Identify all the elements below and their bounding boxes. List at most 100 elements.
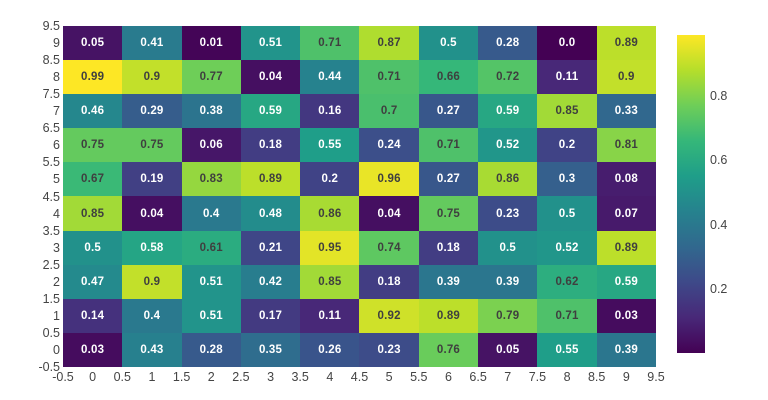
y-tick-label: -0.5 bbox=[38, 360, 60, 374]
y-tick-label: 7.5 bbox=[42, 87, 60, 102]
heatmap-cell: 0.75 bbox=[122, 128, 182, 163]
cell-value-label: 0.74 bbox=[377, 241, 401, 254]
heatmap-cell: 0.21 bbox=[240, 230, 301, 265]
heatmap-cell: 0.59 bbox=[240, 94, 301, 129]
heatmap-cell: 0.5 bbox=[478, 230, 538, 265]
x-tick-label: 0 bbox=[89, 370, 97, 384]
heatmap-cell: 0.07 bbox=[596, 196, 656, 231]
cell-value-label: 0.39 bbox=[496, 275, 520, 288]
cell-value-label: 0.9 bbox=[143, 71, 161, 84]
heatmap-cell: 0.46 bbox=[63, 94, 123, 129]
cell-value-label: 0.58 bbox=[140, 241, 164, 254]
y-tick-label: 6.5 bbox=[42, 121, 60, 136]
heatmap-cell: 0.27 bbox=[418, 162, 479, 197]
heatmap-cell: 0.14 bbox=[63, 298, 123, 333]
y-tick-label: 4 bbox=[53, 206, 60, 221]
cell-value-label: 0.85 bbox=[555, 105, 579, 118]
heatmap-cell: 0.85 bbox=[63, 196, 123, 231]
cell-value-label: 0.18 bbox=[377, 275, 401, 288]
cell-value-label: 0.59 bbox=[496, 105, 520, 118]
heatmap-cell: 0.03 bbox=[63, 332, 123, 367]
cell-value-label: 0.55 bbox=[555, 343, 579, 356]
cell-value-label: 0.71 bbox=[377, 71, 401, 84]
x-tick-label: 1 bbox=[148, 370, 156, 384]
colorbar bbox=[677, 35, 705, 353]
cell-value-label: 0.92 bbox=[377, 309, 401, 322]
heatmap-cell: 0.52 bbox=[537, 230, 597, 265]
heatmap-cell: 0.11 bbox=[537, 60, 597, 95]
x-tick-label: 3.5 bbox=[291, 370, 309, 384]
cell-value-label: 0.79 bbox=[496, 309, 520, 322]
y-tick-label: 5.5 bbox=[42, 155, 60, 170]
heatmap-cell: 0.33 bbox=[596, 94, 656, 129]
heatmap-cell: 0.44 bbox=[300, 60, 360, 95]
heatmap-cell: 0.51 bbox=[240, 26, 301, 61]
heatmap-cell: 0.5 bbox=[418, 26, 479, 61]
cell-value-label: 0.26 bbox=[318, 343, 342, 356]
heatmap-cell: 0.81 bbox=[596, 128, 656, 163]
cell-value-label: 0.18 bbox=[436, 241, 461, 254]
y-tick-label: 8 bbox=[53, 70, 60, 85]
x-tick-label: 7 bbox=[504, 370, 512, 384]
cell-value-label: 0.96 bbox=[377, 173, 401, 186]
x-tick-label: 0.5 bbox=[113, 370, 131, 384]
heatmap-cell: 0.47 bbox=[63, 264, 123, 299]
cell-value-label: 0.77 bbox=[199, 71, 223, 84]
cell-value-label: 0.23 bbox=[496, 207, 520, 220]
heatmap-cell: 0.03 bbox=[596, 298, 656, 333]
heatmap-cell: 0.58 bbox=[122, 230, 182, 265]
cell-value-label: 0.2 bbox=[558, 139, 576, 152]
heatmap-cell: 0.71 bbox=[537, 298, 597, 333]
x-tick-label: -0.5 bbox=[52, 370, 74, 384]
cell-value-label: 0.81 bbox=[614, 139, 638, 152]
cell-value-label: 0.76 bbox=[436, 343, 461, 356]
heatmap-cell: 0.39 bbox=[418, 264, 479, 299]
cell-value-label: 0.44 bbox=[318, 71, 342, 84]
cell-value-label: 0.5 bbox=[499, 241, 517, 254]
heatmap-cell: 0.04 bbox=[240, 60, 301, 95]
y-tick-label: 1.5 bbox=[42, 291, 60, 306]
cell-value-label: 0.85 bbox=[318, 275, 342, 288]
cell-value-label: 0.67 bbox=[81, 173, 105, 186]
heatmap-grid: 0.05 0.41 0.01 0.51 0.71 0.87 0.5 0.28 0.0 0.89 0.… bbox=[63, 26, 656, 367]
heatmap-cell: 0.79 bbox=[478, 298, 538, 333]
heatmap-cell: 0.26 bbox=[300, 332, 360, 367]
heatmap-cell: 0.16 bbox=[300, 94, 360, 129]
cell-value-label: 0.9 bbox=[143, 275, 161, 288]
cell-value-label: 0.05 bbox=[496, 343, 520, 356]
x-tick-label: 2.5 bbox=[232, 370, 250, 384]
heatmap-cell: 0.87 bbox=[359, 26, 419, 61]
cell-value-label: 0.35 bbox=[258, 343, 283, 356]
y-tick-label: 4.5 bbox=[42, 189, 60, 204]
heatmap-cell: 0.89 bbox=[596, 26, 656, 61]
cell-value-label: 0.99 bbox=[81, 71, 105, 84]
heatmap-cell: 0.28 bbox=[478, 26, 538, 61]
cell-value-label: 0.75 bbox=[81, 139, 105, 152]
y-tick-label: 3.5 bbox=[42, 223, 60, 238]
cell-value-label: 0.51 bbox=[199, 309, 223, 322]
heatmap-cell: 0.5 bbox=[537, 196, 597, 231]
x-tick-label: 2 bbox=[207, 370, 215, 384]
heatmap-cell: 0.55 bbox=[537, 332, 597, 367]
cell-value-label: 0.0 bbox=[558, 37, 576, 50]
heatmap-cell: 0.71 bbox=[418, 128, 479, 163]
cell-value-label: 0.71 bbox=[555, 309, 579, 322]
cell-value-label: 0.27 bbox=[436, 173, 461, 186]
heatmap-cell: 0.05 bbox=[478, 332, 538, 367]
heatmap-cell: 0.62 bbox=[537, 264, 597, 299]
cell-value-label: 0.39 bbox=[436, 275, 461, 288]
heatmap-cell: 0.42 bbox=[240, 264, 301, 299]
x-tick-label: 4.5 bbox=[350, 370, 369, 384]
heatmap-cell: 0.06 bbox=[181, 128, 241, 163]
heatmap-cell: 0.48 bbox=[240, 196, 301, 231]
cell-value-label: 0.86 bbox=[496, 173, 520, 186]
cell-value-label: 0.75 bbox=[140, 139, 164, 152]
cell-value-label: 0.89 bbox=[258, 173, 283, 186]
x-tick-label: 9.5 bbox=[647, 370, 665, 384]
cell-value-label: 0.28 bbox=[199, 343, 223, 356]
heatmap-cell: 0.27 bbox=[418, 94, 479, 129]
cell-value-label: 0.03 bbox=[81, 343, 105, 356]
cell-value-label: 0.66 bbox=[436, 71, 461, 84]
y-tick-label: 2 bbox=[53, 274, 60, 289]
cell-value-label: 0.18 bbox=[258, 139, 283, 152]
